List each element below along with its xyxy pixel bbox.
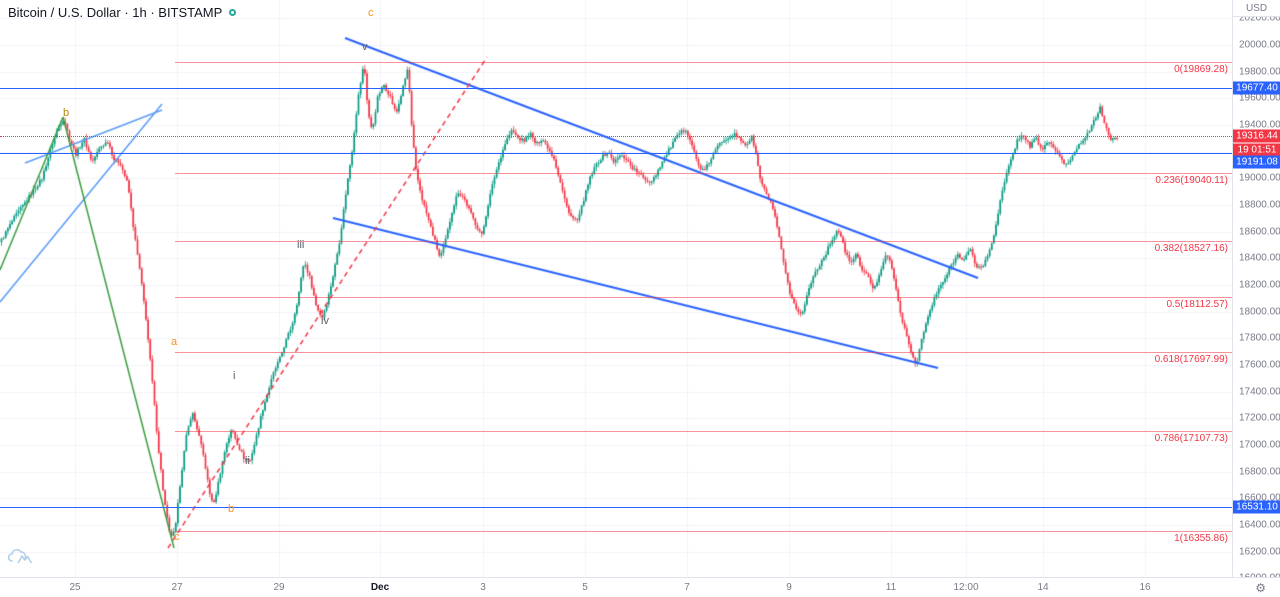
time-axis[interactable]: ⚙ 25 27 29 Dec 3 5 7 9 11 12:00 14 16: [0, 577, 1280, 597]
price-tick-label: 19600.00: [1239, 92, 1280, 104]
price-tick-label: 16400.00: [1239, 519, 1280, 531]
price-badge: 19191.08: [1233, 155, 1280, 169]
price-tick-label: 17400.00: [1239, 386, 1280, 398]
candlestick-canvas[interactable]: [0, 0, 1232, 577]
price-axis[interactable]: USD 20200.00 20000.00 19800.00 19600.00 1940…: [1232, 0, 1280, 577]
price-tick-label: 16600.00: [1239, 492, 1280, 504]
price-tick-label: 16200.00: [1239, 546, 1280, 558]
settings-gear-icon[interactable]: ⚙: [1255, 581, 1266, 595]
price-badge: 19316.44: [1233, 129, 1280, 143]
time-tick-label: 7: [684, 582, 690, 593]
price-badge: 19 01:51: [1233, 143, 1280, 157]
price-tick-label: 17000.00: [1239, 439, 1280, 451]
time-tick-label: 16: [1139, 582, 1151, 593]
price-tick-label: 17200.00: [1239, 412, 1280, 424]
time-tick-label: 27: [171, 582, 183, 593]
symbol-title[interactable]: Bitcoin / U.S. Dollar · 1h · BITSTAMP: [8, 5, 223, 20]
price-tick-label: 20200.00: [1239, 12, 1280, 24]
price-tick-label: 19400.00: [1239, 119, 1280, 131]
price-tick-label: 18200.00: [1239, 279, 1280, 291]
time-tick-label: 11: [885, 582, 897, 593]
price-tick-label: 18600.00: [1239, 226, 1280, 238]
time-tick-label: 3: [480, 582, 486, 593]
price-tick-label: 17800.00: [1239, 332, 1280, 344]
price-badge: 19677.40: [1233, 81, 1280, 95]
time-tick-label: 25: [69, 582, 81, 593]
time-tick-label: 29: [273, 582, 285, 593]
price-tick-label: 20000.00: [1239, 39, 1280, 51]
price-badge: 16531.10: [1233, 500, 1280, 514]
price-tick-label: 16800.00: [1239, 466, 1280, 478]
cloud-mountain-logo-icon: [7, 549, 33, 564]
price-tick-label: 19800.00: [1239, 66, 1280, 78]
price-tick-label: 18000.00: [1239, 306, 1280, 318]
price-tick-label: 19000.00: [1239, 172, 1280, 184]
currency-label[interactable]: USD: [1233, 0, 1280, 17]
price-tick-label: 18400.00: [1239, 252, 1280, 264]
symbol-header[interactable]: Bitcoin / U.S. Dollar · 1h · BITSTAMP: [8, 5, 237, 20]
time-tick-label: 12:00: [953, 582, 979, 593]
market-status-icon[interactable]: [229, 9, 237, 16]
time-tick-label: 5: [582, 582, 588, 593]
time-tick-label: 9: [786, 582, 792, 593]
price-tick-label: 16000.00: [1239, 573, 1280, 577]
price-tick-label: 18800.00: [1239, 199, 1280, 211]
price-tick-label: 17600.00: [1239, 359, 1280, 371]
time-tick-label: Dec: [370, 582, 390, 593]
time-tick-label: 14: [1037, 582, 1049, 593]
chart-watermark-logo[interactable]: [7, 548, 36, 571]
chart-pane[interactable]: 0(19869.28) 0.236(19040.11) 0.382(18527.16…: [0, 0, 1232, 577]
